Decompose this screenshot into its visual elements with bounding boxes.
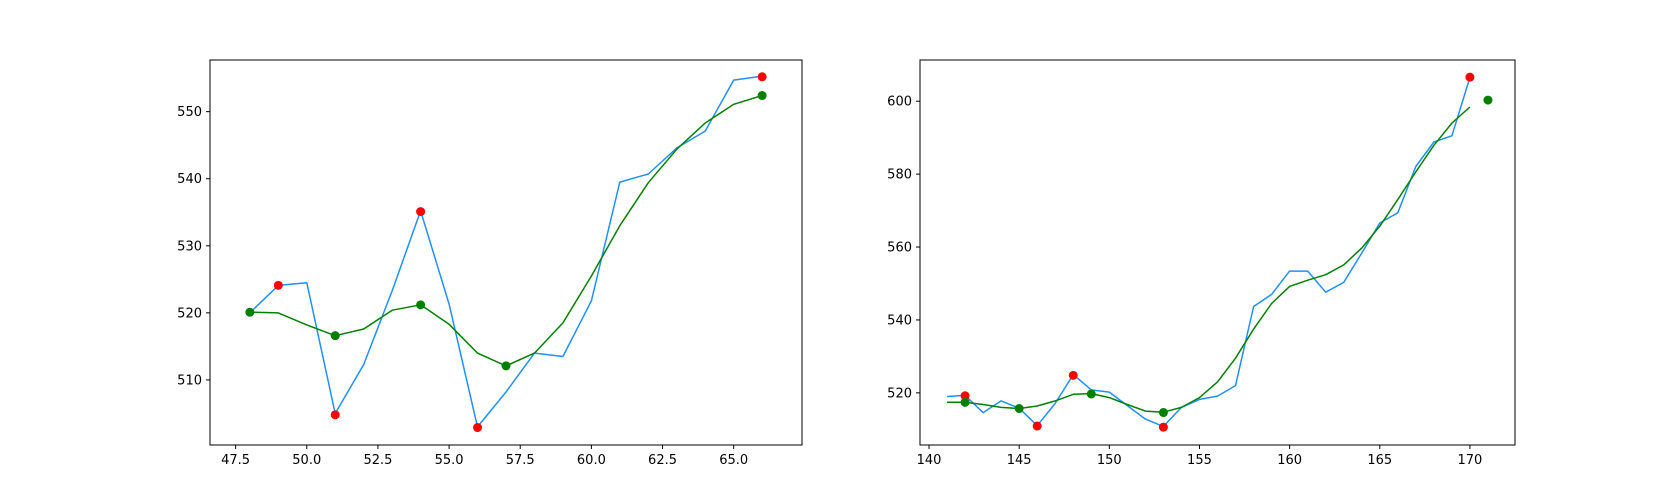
data-point (1014, 404, 1024, 414)
series-line-1 (249, 94, 763, 367)
plot-frame (209, 59, 803, 446)
data-point (1483, 95, 1493, 105)
data-point (330, 331, 340, 341)
data-point (1032, 421, 1042, 431)
x-tick-label: 52.5 (363, 453, 392, 468)
series-line-1 (947, 106, 1471, 413)
data-point (1086, 389, 1096, 399)
x-tick-label: 65.0 (719, 453, 748, 468)
x-tick-label: 165 (1367, 453, 1392, 468)
x-tick-label: 55.0 (435, 453, 464, 468)
data-point (1158, 408, 1168, 418)
y-tick-label: 510 (177, 373, 202, 388)
data-point (960, 391, 970, 401)
x-tick-label: 50.0 (292, 453, 321, 468)
y-tick-label: 540 (177, 172, 202, 187)
x-tick-label: 140 (917, 453, 942, 468)
y-tick-label: 560 (887, 241, 912, 256)
scatter-series-1 (245, 91, 767, 371)
x-tick-label: 150 (1097, 453, 1122, 468)
data-point (473, 423, 483, 433)
data-point (757, 72, 767, 82)
scatter-series-1 (960, 95, 1493, 418)
data-point (416, 207, 426, 217)
data-point (1465, 72, 1475, 82)
data-point (245, 307, 255, 317)
y-tick-label: 530 (177, 239, 202, 254)
x-tick-label: 160 (1277, 453, 1302, 468)
x-tick-label: 145 (1007, 453, 1032, 468)
left-plot: 47.5 50.0 52.5 55.0 57.5 60.0 62.5 65.0 510 520 53… (177, 59, 803, 468)
x-tick-label: 62.5 (648, 453, 677, 468)
data-point (757, 91, 767, 101)
data-point (501, 361, 511, 371)
x-tick-label: 155 (1187, 453, 1212, 468)
data-point (273, 280, 283, 290)
data-point (330, 410, 340, 420)
data-point (416, 300, 426, 310)
x-tick-label: 60.0 (577, 453, 606, 468)
data-point (1068, 370, 1078, 380)
y-tick-label: 520 (887, 386, 912, 401)
scatter-series-0 (960, 72, 1475, 432)
y-tick-label: 550 (177, 105, 202, 120)
y-tick-label: 540 (887, 313, 912, 328)
series-line-0 (946, 77, 1471, 428)
x-tick-label: 47.5 (221, 453, 250, 468)
x-tick-label: 170 (1458, 453, 1483, 468)
y-tick-label: 600 (887, 95, 912, 110)
y-tick-label: 580 (887, 168, 912, 183)
scatter-series-0 (273, 72, 767, 433)
series-line-0 (249, 75, 763, 428)
plot-frame (919, 59, 1516, 446)
data-point (960, 397, 970, 407)
right-plot: 140 145 150 155 160 165 170 520 540 560 580 600 (887, 59, 1516, 468)
data-point (1158, 422, 1168, 432)
y-tick-label: 520 (177, 306, 202, 321)
x-tick-label: 57.5 (506, 453, 535, 468)
